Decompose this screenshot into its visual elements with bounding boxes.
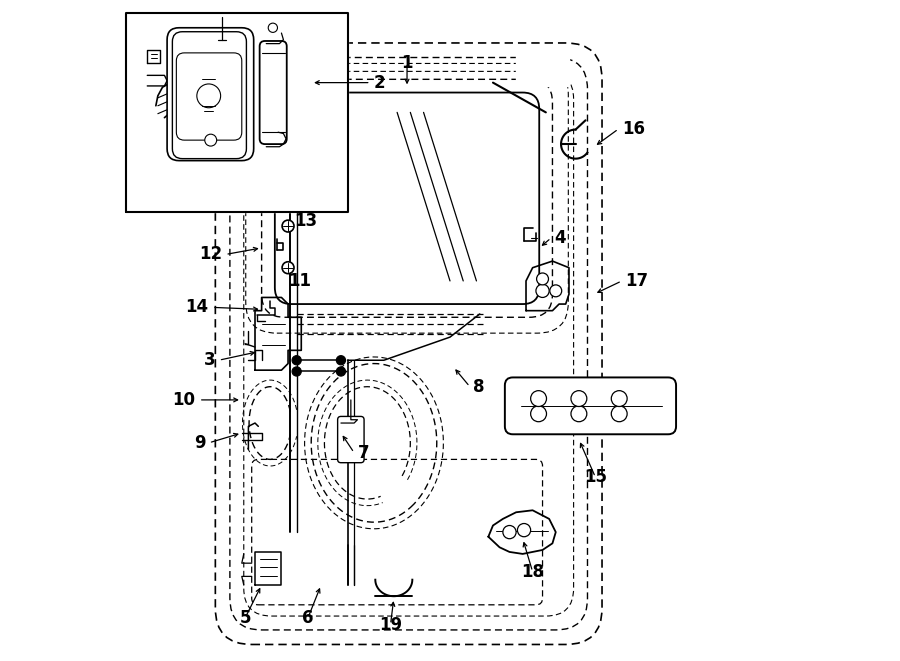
FancyBboxPatch shape: [173, 32, 247, 159]
FancyBboxPatch shape: [167, 28, 254, 161]
Text: 13: 13: [294, 212, 318, 231]
Circle shape: [292, 356, 302, 365]
Circle shape: [282, 262, 294, 274]
Text: 19: 19: [379, 615, 402, 634]
Circle shape: [292, 367, 302, 376]
Text: 17: 17: [626, 272, 648, 290]
Circle shape: [611, 391, 627, 407]
Text: 14: 14: [185, 298, 209, 317]
Circle shape: [518, 524, 531, 537]
Circle shape: [611, 406, 627, 422]
Circle shape: [268, 23, 277, 32]
Text: 9: 9: [194, 434, 205, 452]
Text: 16: 16: [622, 120, 645, 138]
Circle shape: [536, 284, 549, 297]
Circle shape: [337, 367, 346, 376]
Text: 7: 7: [357, 444, 369, 462]
Circle shape: [531, 406, 546, 422]
Circle shape: [205, 134, 217, 146]
Circle shape: [282, 220, 294, 232]
FancyBboxPatch shape: [505, 377, 676, 434]
Text: 5: 5: [239, 609, 251, 627]
Text: 6: 6: [302, 609, 313, 627]
Text: 8: 8: [473, 377, 484, 396]
Text: 4: 4: [554, 229, 566, 247]
Text: 2: 2: [374, 73, 385, 92]
FancyBboxPatch shape: [274, 93, 539, 304]
Circle shape: [337, 356, 346, 365]
Circle shape: [197, 84, 220, 108]
FancyBboxPatch shape: [338, 416, 364, 463]
Text: 1: 1: [401, 54, 413, 72]
Text: 10: 10: [173, 391, 195, 409]
Polygon shape: [126, 13, 347, 212]
Circle shape: [571, 391, 587, 407]
Circle shape: [531, 391, 546, 407]
Text: 18: 18: [521, 563, 544, 581]
Circle shape: [536, 273, 548, 285]
Circle shape: [503, 525, 516, 539]
Circle shape: [550, 285, 562, 297]
Text: 15: 15: [584, 468, 607, 486]
FancyBboxPatch shape: [259, 41, 287, 144]
Text: 11: 11: [288, 272, 311, 290]
FancyBboxPatch shape: [176, 53, 242, 140]
Polygon shape: [516, 53, 569, 86]
Text: 3: 3: [203, 351, 215, 369]
Text: 12: 12: [199, 245, 222, 264]
Circle shape: [571, 406, 587, 422]
